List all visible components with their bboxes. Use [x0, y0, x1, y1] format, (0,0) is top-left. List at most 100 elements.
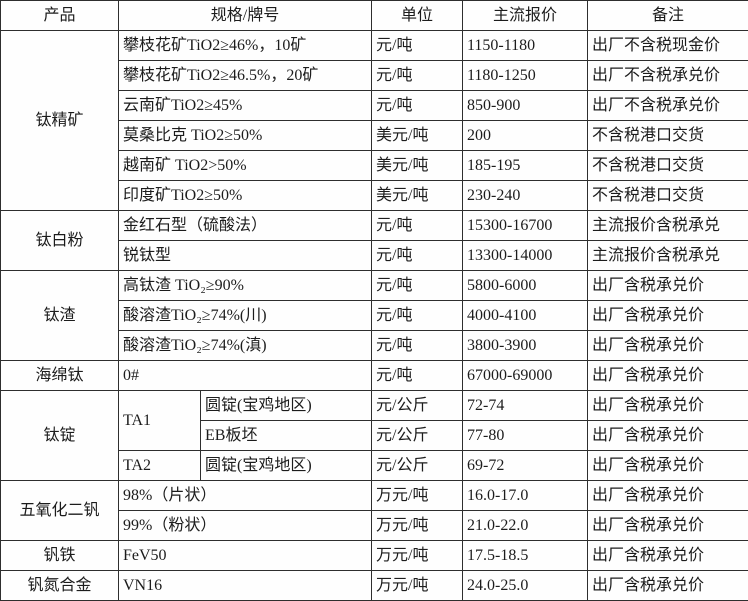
header-spec: 规格/牌号	[117, 0, 373, 31]
note-cell: 出厂含税承兑价	[587, 570, 748, 601]
spec-cell: 攀枝花矿TiO2≥46.5%，20矿	[117, 60, 373, 91]
subspec-cell: EB板坯	[199, 420, 373, 451]
table-row: 酸溶渣TiO₂≥74%(川) 元/吨 4000-4100 出厂含税承兑价	[1, 300, 748, 331]
note-cell: 出厂含税承兑价	[587, 510, 748, 541]
table-row: 钒氮合金 VN16 万元/吨 24.0-25.0 出厂含税承兑价	[0, 570, 748, 601]
unit-cell: 元/吨	[371, 30, 464, 61]
unit-cell: 元/公斤	[371, 450, 464, 481]
table-row: 钒铁 FeV50 万元/吨 17.5-18.5 出厂含税承兑价	[0, 540, 748, 571]
table-row: 钛白粉 金红石型（硫酸法） 元/吨 15300-16700 主流报价含税承兑	[0, 210, 748, 271]
table-row: 印度矿TiO2≥50% 美元/吨 230-240 不含税港口交货	[1, 180, 748, 211]
unit-cell: 美元/吨	[371, 120, 464, 151]
table-row: 越南矿 TiO2>50% 美元/吨 185-195 不含税港口交货	[1, 150, 748, 181]
note-cell: 不含税港口交货	[587, 180, 748, 211]
product-cell: 钒氮合金	[0, 570, 119, 601]
price-cell: 24.0-25.0	[462, 570, 589, 601]
table-row: 海绵钛 0# 元/吨 67000-69000 出厂含税承兑价	[0, 360, 748, 391]
note-cell: 出厂不含税承兑价	[587, 60, 748, 91]
unit-cell: 元/吨	[371, 360, 464, 391]
product-cell: 五氧化二钒	[0, 480, 119, 541]
spec-cell: 98%（片状）	[117, 480, 373, 511]
unit-cell: 万元/吨	[371, 540, 464, 571]
spec-cell: 莫桑比克 TiO2≥50%	[117, 120, 373, 151]
table-row: TA2 圆锭(宝鸡地区) 元/公斤 69-72 出厂含税承兑价	[1, 450, 748, 481]
spec-cell: FeV50	[117, 540, 373, 571]
unit-cell: 美元/吨	[371, 150, 464, 181]
spec-cell: 酸溶渣TiO₂≥74%(川)	[117, 300, 373, 331]
product-cell: 海绵钛	[0, 360, 119, 391]
spec-cell: 攀枝花矿TiO2≥46%，10矿	[117, 30, 373, 61]
grade-cell: TA1	[118, 390, 201, 451]
note-cell: 出厂含税承兑价	[587, 360, 748, 391]
price-cell: 1180-1250	[462, 60, 589, 91]
note-cell: 出厂含税承兑价	[587, 300, 748, 331]
note-cell: 出厂含税承兑价	[587, 270, 748, 301]
price-cell: 4000-4100	[462, 300, 589, 331]
header-price: 主流报价	[462, 0, 589, 31]
spec-cell: 高钛渣 TiO₂≥90%	[117, 270, 373, 301]
note-cell: 不含税港口交货	[587, 120, 748, 151]
table-row: 酸溶渣TiO₂≥74%(滇) 元/吨 3800-3900 出厂含税承兑价	[1, 330, 748, 361]
unit-cell: 元/公斤	[371, 390, 464, 421]
header-unit: 单位	[371, 0, 464, 31]
header-product: 产品	[0, 0, 119, 31]
price-cell: 850-900	[462, 90, 589, 121]
table-row: 钛精矿 攀枝花矿TiO2≥46%，10矿 元/吨 1150-1180 出厂不含税…	[0, 30, 748, 211]
price-cell: 21.0-22.0	[462, 510, 589, 541]
product-cell: 钛锭	[0, 390, 119, 481]
product-cell: 钒铁	[0, 540, 119, 571]
table-row: 99%（粉状） 万元/吨 21.0-22.0 出厂含税承兑价	[1, 510, 748, 541]
product-cell: 钛精矿	[0, 30, 119, 211]
unit-cell: 万元/吨	[371, 480, 464, 511]
unit-cell: 元/公斤	[371, 420, 464, 451]
spec-cell: 0#	[117, 360, 373, 391]
price-cell: 15300-16700	[462, 210, 589, 241]
price-cell: 185-195	[462, 150, 589, 181]
price-cell: 230-240	[462, 180, 589, 211]
spec-cell: VN16	[117, 570, 373, 601]
price-cell: 67000-69000	[462, 360, 589, 391]
price-cell: 16.0-17.0	[462, 480, 589, 511]
unit-cell: 万元/吨	[371, 570, 464, 601]
unit-cell: 元/吨	[371, 270, 464, 301]
table-row: 钛渣 高钛渣 TiO₂≥90% 元/吨 5800-6000 出厂含税承兑价	[0, 270, 748, 361]
price-cell: 77-80	[462, 420, 589, 451]
spec-cell: 云南矿TiO2≥45%	[117, 90, 373, 121]
unit-cell: 元/吨	[371, 210, 464, 241]
unit-cell: 元/吨	[371, 90, 464, 121]
unit-cell: 元/吨	[371, 60, 464, 91]
note-cell: 主流报价含税承兑	[587, 240, 748, 271]
note-cell: 出厂含税承兑价	[587, 390, 748, 421]
price-cell: 17.5-18.5	[462, 540, 589, 571]
product-cell: 钛渣	[0, 270, 119, 361]
spec-cell: 印度矿TiO2≥50%	[117, 180, 373, 211]
note-cell: 不含税港口交货	[587, 150, 748, 181]
table-row: 五氧化二钒 98%（片状） 万元/吨 16.0-17.0 出厂含税承兑价	[0, 480, 748, 541]
product-cell: 钛白粉	[0, 210, 119, 271]
price-cell: 5800-6000	[462, 270, 589, 301]
note-cell: 出厂含税承兑价	[587, 480, 748, 511]
spec-cell: 锐钛型	[117, 240, 373, 271]
note-cell: 出厂含税承兑价	[587, 420, 748, 451]
table-row: 莫桑比克 TiO2≥50% 美元/吨 200 不含税港口交货	[1, 120, 748, 151]
price-cell: 69-72	[462, 450, 589, 481]
price-cell: 200	[462, 120, 589, 151]
price-cell: 1150-1180	[462, 30, 589, 61]
note-cell: 出厂不含税现金价	[587, 30, 748, 61]
note-cell: 出厂不含税承兑价	[587, 90, 748, 121]
unit-cell: 万元/吨	[371, 510, 464, 541]
table-row: 锐钛型 元/吨 13300-14000 主流报价含税承兑	[1, 240, 748, 271]
subspec-cell: 圆锭(宝鸡地区)	[199, 390, 373, 421]
price-cell: 13300-14000	[462, 240, 589, 271]
spec-cell: 99%（粉状）	[117, 510, 373, 541]
note-cell: 主流报价含税承兑	[587, 210, 748, 241]
price-cell: 3800-3900	[462, 330, 589, 361]
unit-cell: 元/吨	[371, 240, 464, 271]
unit-cell: 美元/吨	[371, 180, 464, 211]
price-cell: 72-74	[462, 390, 589, 421]
grade-cell: TA2	[118, 450, 201, 481]
header-note: 备注	[587, 0, 748, 31]
spec-cell: 越南矿 TiO2>50%	[117, 150, 373, 181]
note-cell: 出厂含税承兑价	[587, 450, 748, 481]
